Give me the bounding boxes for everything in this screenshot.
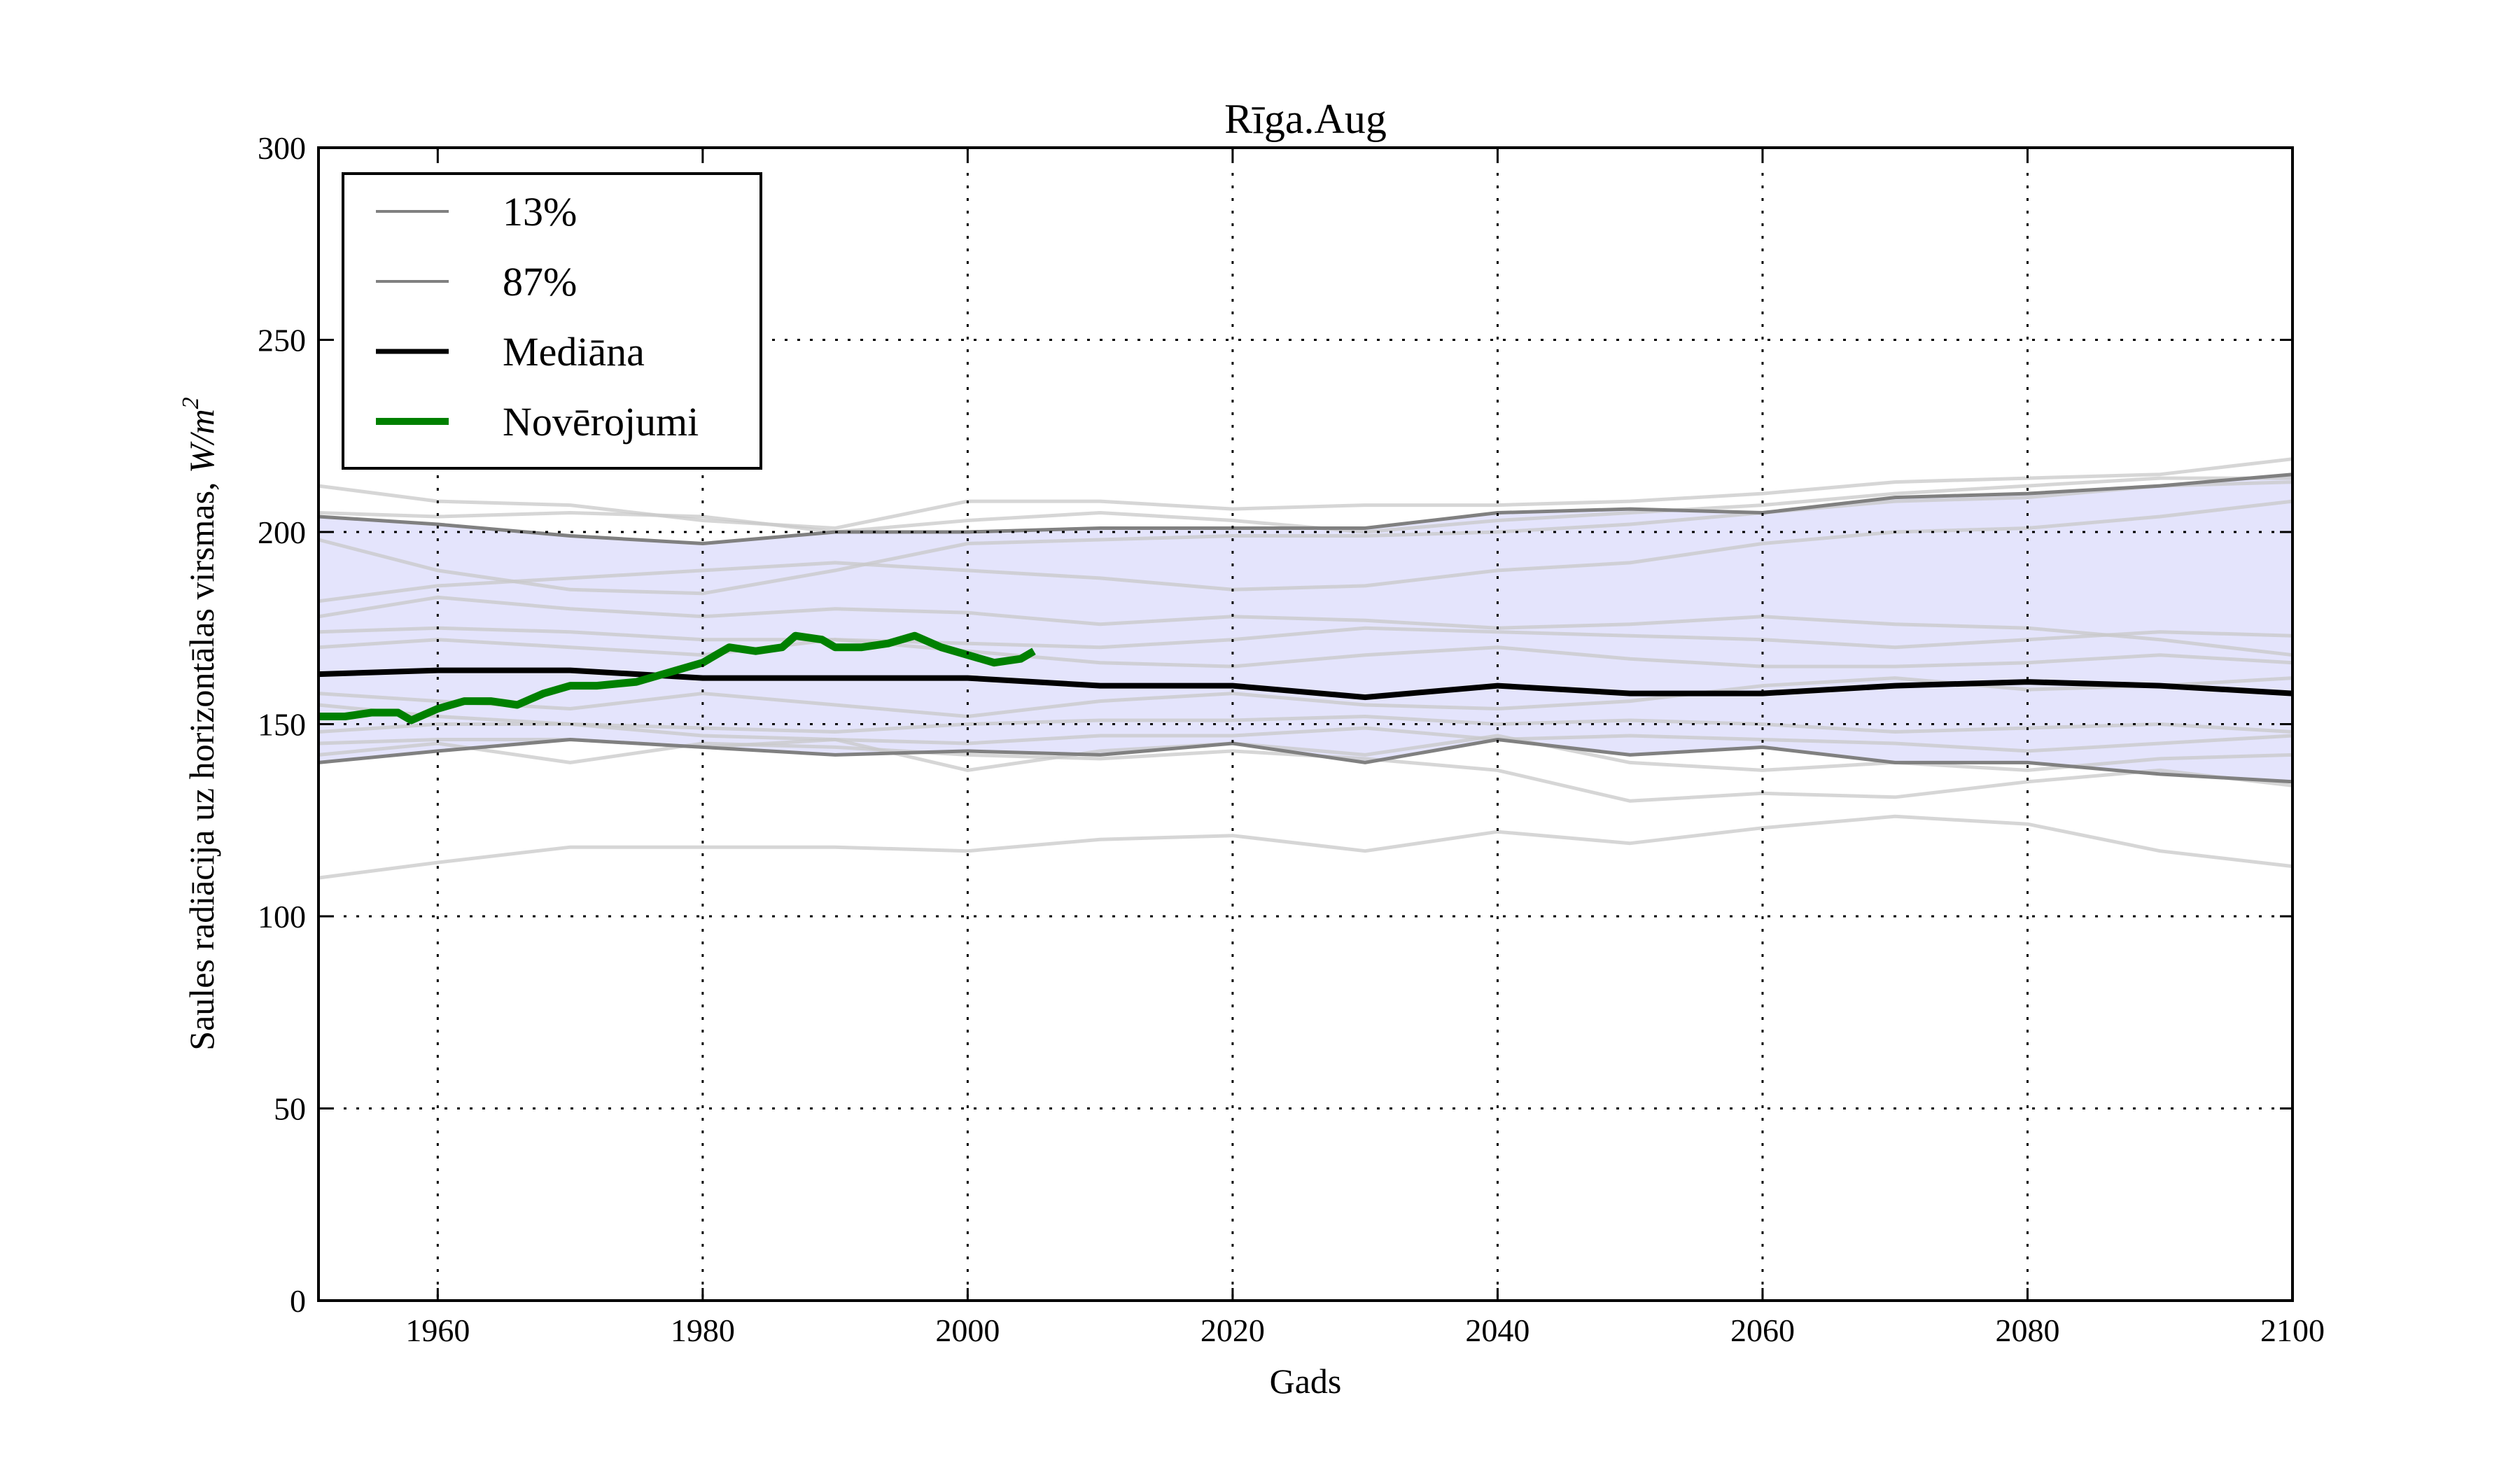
x-tick-label: 2040 <box>1465 1312 1530 1348</box>
legend-label-87pct: 87% <box>503 259 577 304</box>
x-tick-label: 2060 <box>1730 1312 1795 1348</box>
series-line-median <box>318 667 2293 701</box>
legend-label-observations: Novērojumi <box>503 399 699 444</box>
percentile-band <box>318 474 2292 782</box>
ensemble-line-3 <box>318 480 2293 596</box>
series-line-87pct <box>318 472 2293 546</box>
legend-label-13pct: 13% <box>503 189 577 234</box>
x-tick-label: 2080 <box>1995 1312 2059 1348</box>
ensemble-line-9 <box>318 703 2293 734</box>
plot-frame <box>317 146 2294 1302</box>
y-axis-unit-exponent: 2 <box>178 397 204 409</box>
y-axis-label: Saules radiācija uz horizontālas virsmas… <box>178 397 221 1050</box>
y-axis-unit: W/m <box>182 409 221 473</box>
y-tick-label: 250 <box>258 323 306 358</box>
ensemble-line-6 <box>318 626 2293 650</box>
y-tick-label: 200 <box>258 514 306 550</box>
legend-box <box>342 172 762 470</box>
series-line-observations <box>318 631 1036 724</box>
series-line-13pct <box>318 737 2293 784</box>
plot-area <box>318 457 2293 880</box>
ensemble-line-13 <box>318 814 2293 880</box>
ensemble-line-7 <box>318 638 2293 668</box>
ensemble-line-1 <box>318 457 2293 530</box>
y-tick-label: 0 <box>290 1283 306 1319</box>
axes: 1960 1980 2000 2020 2040 2060 2080 2100 0 50 100 15… <box>258 130 2325 1348</box>
chart-title: Rīga.Aug <box>1224 96 1387 142</box>
legend-label-median: Mediāna <box>503 329 645 374</box>
ensemble-line-12 <box>318 741 2293 803</box>
ensemble-line-10 <box>318 722 2293 753</box>
x-tick-label: 2100 <box>2260 1312 2325 1348</box>
x-tick-label: 1980 <box>671 1312 735 1348</box>
y-tick-label: 150 <box>258 707 306 743</box>
legend: 13% 87% Mediāna Novērojumi <box>342 172 762 470</box>
x-axis-label: Gads <box>1270 1362 1342 1401</box>
x-tick-label: 2000 <box>935 1312 1000 1348</box>
y-tick-label: 300 <box>258 130 306 166</box>
ensemble-line-2 <box>318 476 2292 534</box>
y-tick-label: 50 <box>274 1091 306 1127</box>
x-tick-label: 1960 <box>405 1312 470 1348</box>
x-tick-label: 2020 <box>1200 1312 1265 1348</box>
ensemble-line-4 <box>318 499 2293 603</box>
ensemble-line-5 <box>318 595 2293 657</box>
y-axis-label-text: Saules radiācija uz horizontālas virsmas… <box>182 473 221 1051</box>
y-tick-label: 100 <box>258 899 306 934</box>
